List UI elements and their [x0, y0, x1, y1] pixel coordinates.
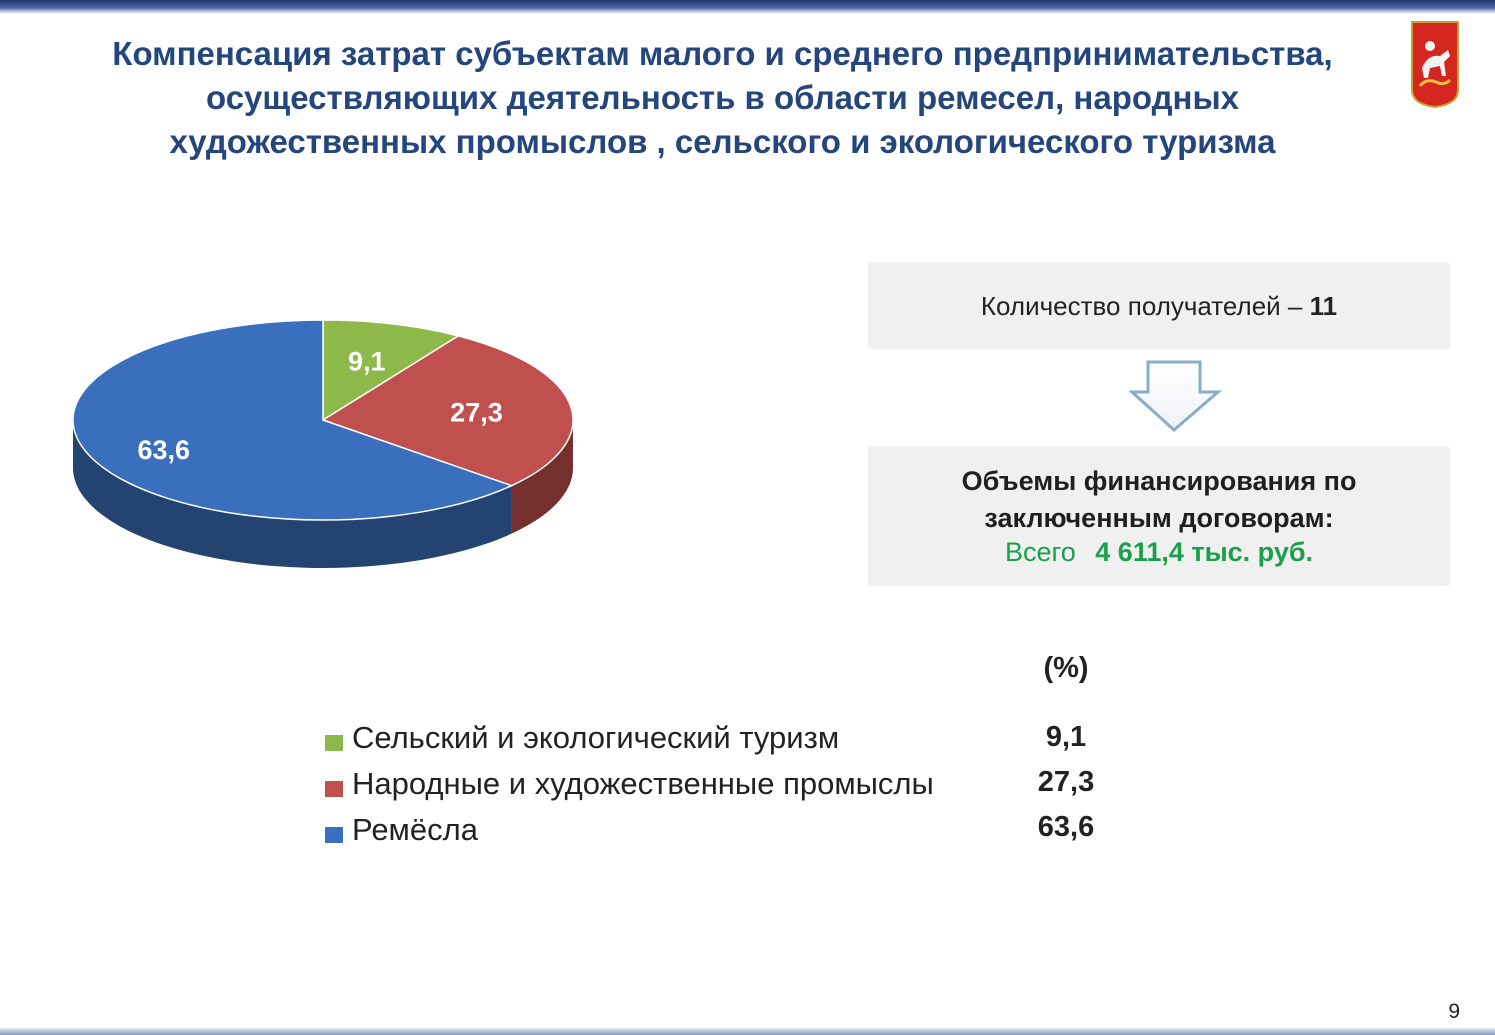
funding-title: Объемы финансирования по заключенным дог… [869, 463, 1449, 537]
bottom-border [0, 1027, 1495, 1035]
pie-side-crafts-folk [511, 420, 573, 534]
legend-label-crafts-folk: Народные и художественные промыслы [352, 766, 934, 801]
legend-label-tourism: Сельский и экологический туризм [352, 720, 840, 755]
legend-swatch-crafts [325, 827, 343, 843]
title-line-3: художественных промыслов , сельского и э… [169, 123, 1276, 160]
funding-total-label: Всего [1004, 537, 1076, 567]
legend-label-crafts: Ремёсла [352, 812, 478, 847]
legend-value-crafts-folk: 27,3 [1037, 766, 1095, 798]
title-line-1: Компенсация затрат субъектам малого и ср… [112, 35, 1333, 72]
funding-panel: Объемы финансирования по заключенным дог… [869, 447, 1449, 584]
pie-slice-crafts-folk [321, 335, 574, 487]
title-line-2: осуществляющих деятельность в области ре… [205, 79, 1239, 116]
top-border [0, 0, 1495, 14]
recipients-value: 11 [1309, 291, 1338, 321]
legend-value-tourism: 9,1 [1045, 721, 1087, 753]
down-arrow-icon [1128, 360, 1223, 433]
pie-side-crafts [73, 420, 512, 568]
pie-label-crafts-folk: 27,3 [450, 397, 503, 427]
funding-title-line-1: Объемы финансирования по [961, 466, 1357, 496]
pie-chart: 9,1 27,3 63,6 [72, 319, 574, 568]
percent-unit-label: (%) [1043, 652, 1089, 684]
funding-title-line-2: заключенным договорам: [984, 503, 1334, 533]
recipients-panel: Количество получателей – 11 [869, 263, 1449, 347]
legend-value-crafts: 63,6 [1037, 811, 1095, 843]
recipients-text: Количество получателей – 11 [869, 291, 1449, 322]
page-number: 9 [1448, 1000, 1460, 1023]
recipients-label: Количество получателей – [980, 291, 1303, 321]
legend-swatch-crafts-folk [325, 781, 343, 797]
legend-swatch-tourism [325, 735, 343, 751]
pie-slice-tourism [322, 319, 461, 422]
pie-label-tourism: 9,1 [348, 347, 386, 377]
coat-of-arms-icon [1411, 21, 1459, 108]
page-title: Компенсация затрат субъектам малого и ср… [30, 32, 1415, 164]
pie-slice-crafts [72, 319, 514, 521]
funding-total-value: 4 611,4 тыс. руб. [1095, 537, 1314, 567]
funding-total: Всего 4 611,4 тыс. руб. [869, 537, 1449, 568]
pie-label-crafts: 63,6 [137, 435, 190, 465]
